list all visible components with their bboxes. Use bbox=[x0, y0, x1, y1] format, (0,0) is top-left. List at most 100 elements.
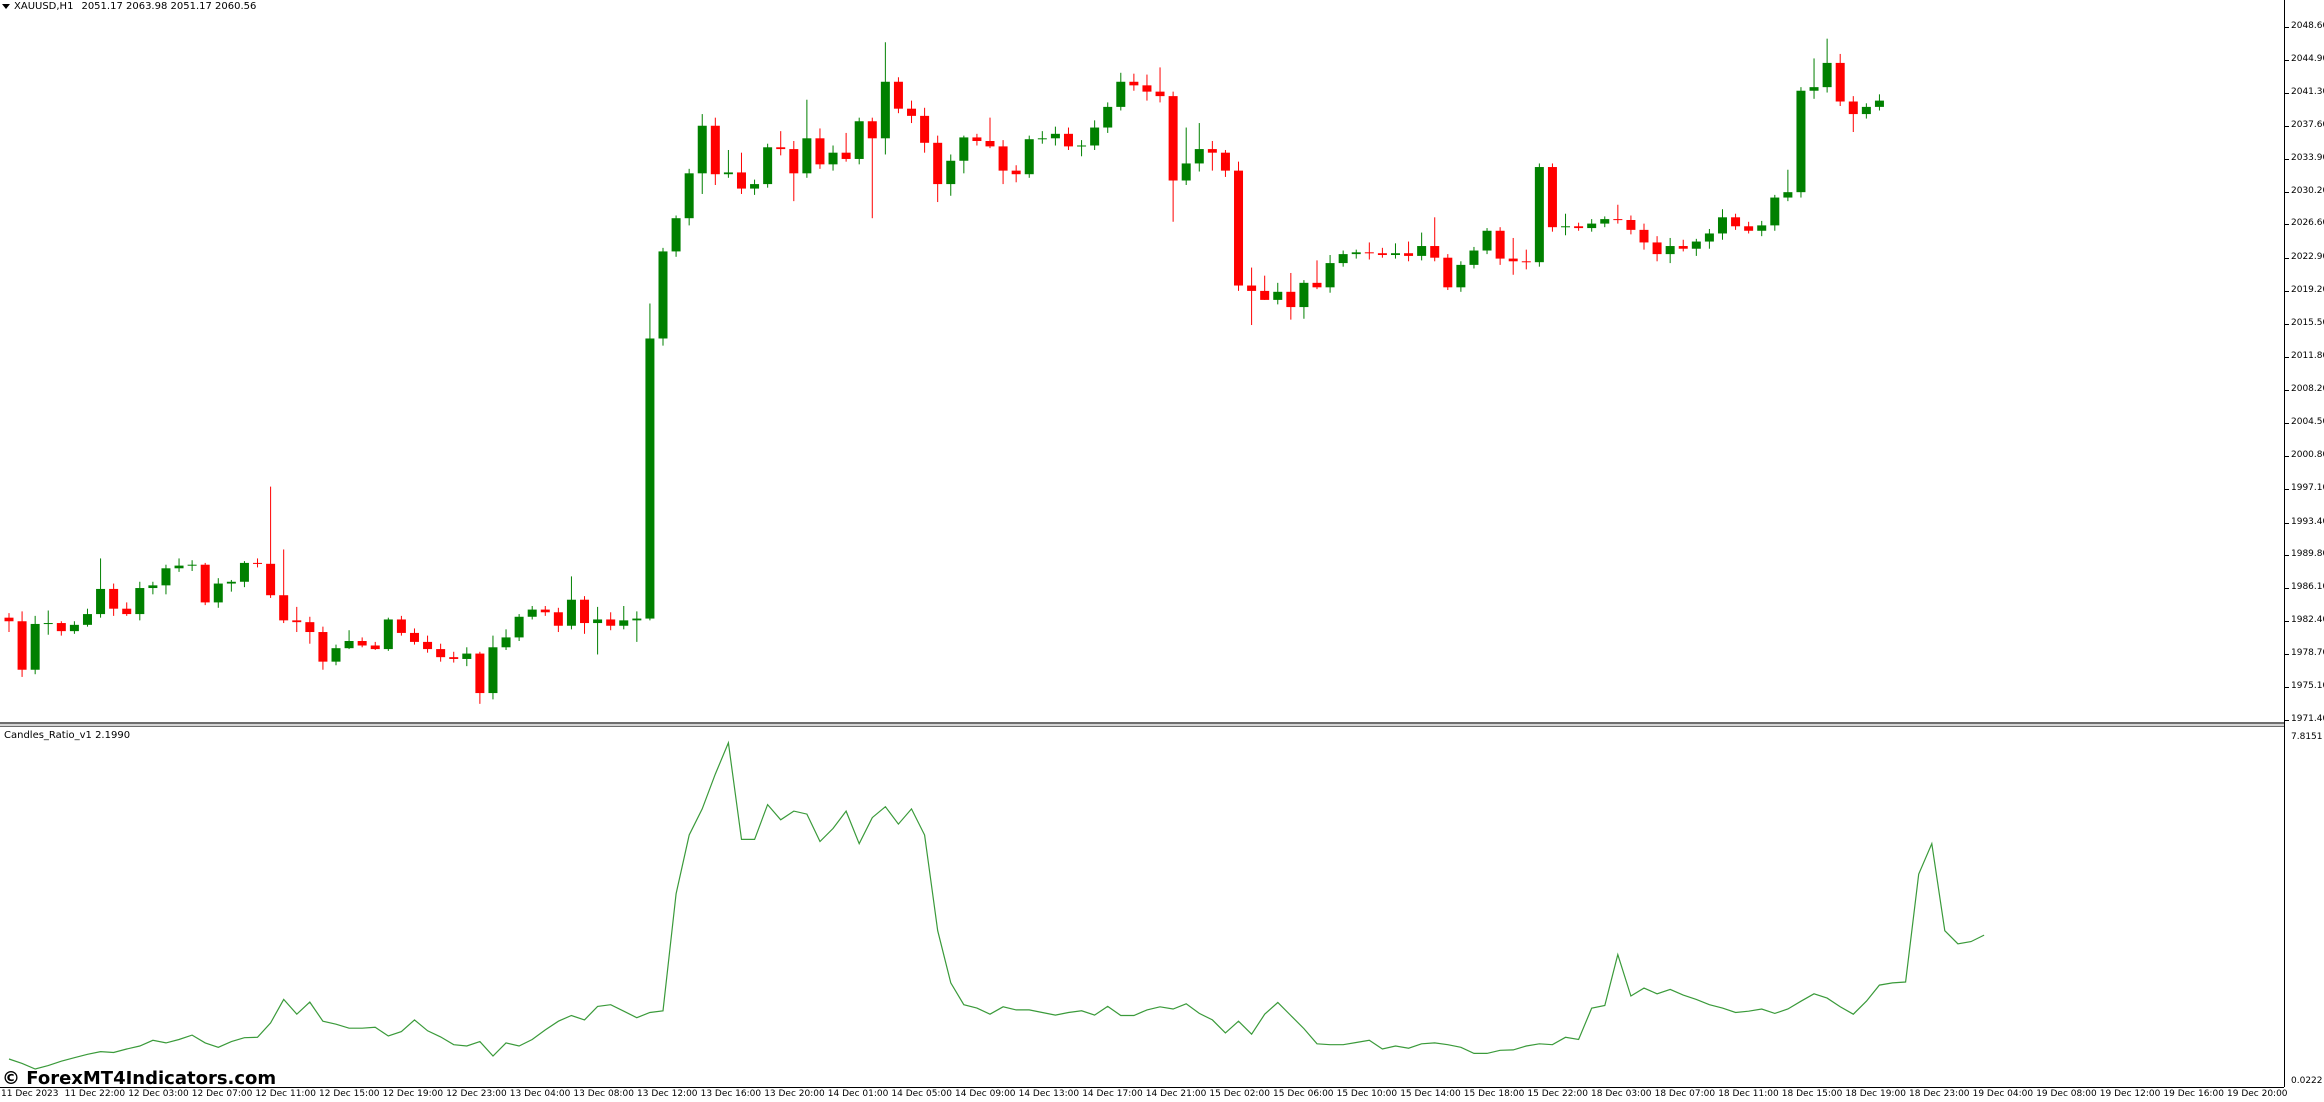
bull-candle bbox=[880, 42, 890, 155]
price-tick bbox=[2285, 621, 2289, 623]
bear-candle bbox=[1234, 161, 1244, 291]
bull-candle bbox=[1417, 232, 1427, 261]
candle-body bbox=[1299, 282, 1309, 308]
candle-body bbox=[1587, 223, 1597, 229]
indicator-chart-area[interactable] bbox=[0, 727, 2284, 1087]
candle-body bbox=[1390, 253, 1400, 256]
time-tick-label: 18 Dec 07:00 bbox=[1654, 1089, 1716, 1099]
bear-candle bbox=[1260, 275, 1270, 300]
price-tick-label: 1986.10 bbox=[2291, 582, 2324, 593]
candle-body bbox=[43, 623, 53, 625]
candle-body bbox=[1417, 246, 1427, 256]
candle-body bbox=[1063, 133, 1073, 147]
candle-body bbox=[867, 121, 877, 139]
candlestick-chart[interactable] bbox=[0, 0, 2284, 722]
bear-candle bbox=[1508, 237, 1518, 275]
bear-candle bbox=[1835, 53, 1845, 106]
price-axis[interactable] bbox=[2284, 0, 2324, 1087]
bear-candle bbox=[985, 117, 995, 149]
candle-body bbox=[1011, 170, 1021, 175]
bull-candle bbox=[1469, 246, 1479, 269]
symbol-header[interactable]: XAUUSD,H1 2051.17 2063.98 2051.17 2060.56 bbox=[2, 1, 264, 12]
price-tick-label: 1975.10 bbox=[2291, 680, 2324, 691]
price-tick bbox=[2285, 158, 2289, 160]
bull-candle bbox=[1116, 72, 1126, 111]
bear-candle bbox=[933, 135, 943, 203]
time-tick-label: 15 Dec 22:00 bbox=[1527, 1089, 1588, 1099]
price-tick bbox=[2285, 27, 2289, 28]
price-tick bbox=[2285, 290, 2289, 292]
bull-candle bbox=[462, 647, 472, 667]
candle-body bbox=[880, 81, 890, 139]
candle-body bbox=[1574, 226, 1584, 229]
time-tick-label: 14 Dec 05:00 bbox=[891, 1089, 952, 1099]
price-tick bbox=[2285, 588, 2289, 590]
bear-candle bbox=[1626, 215, 1636, 235]
bull-candle bbox=[226, 579, 236, 592]
bull-candle bbox=[1770, 194, 1780, 231]
candle-body bbox=[893, 81, 903, 109]
bull-candle bbox=[1037, 131, 1047, 144]
candle-body bbox=[580, 599, 590, 624]
bear-candle bbox=[776, 131, 786, 156]
bull-candle bbox=[632, 611, 642, 642]
price-tick-label: 1997.10 bbox=[2291, 483, 2324, 494]
time-tick-label: 13 Dec 08:00 bbox=[573, 1089, 634, 1099]
price-chart-area[interactable] bbox=[0, 0, 2284, 722]
candle-body bbox=[1796, 90, 1806, 193]
bull-candle bbox=[1665, 237, 1675, 264]
time-tick-label: 19 Dec 12:00 bbox=[2099, 1089, 2161, 1099]
bear-candle bbox=[436, 643, 446, 662]
bull-candle bbox=[697, 114, 707, 194]
candle-body bbox=[736, 172, 746, 189]
candle-body bbox=[1273, 291, 1283, 300]
bear-candle bbox=[710, 117, 720, 185]
time-tick-label: 12 Dec 07:00 bbox=[191, 1089, 253, 1099]
candle-body bbox=[553, 612, 563, 626]
candle-body bbox=[1639, 229, 1649, 243]
time-tick-label: 12 Dec 23:00 bbox=[446, 1089, 507, 1099]
candle-body bbox=[1652, 242, 1662, 255]
candle-body bbox=[1364, 252, 1374, 254]
bull-candle bbox=[1809, 58, 1819, 99]
candle-body bbox=[1194, 149, 1204, 164]
bull-candle bbox=[187, 560, 197, 571]
bull-candle bbox=[645, 303, 655, 621]
price-tick bbox=[2285, 422, 2289, 424]
time-tick-label: 19 Dec 20:00 bbox=[2227, 1089, 2288, 1099]
candle-body bbox=[279, 595, 289, 621]
candle-body bbox=[161, 568, 171, 586]
bear-candle bbox=[1521, 249, 1531, 270]
candle-body bbox=[972, 137, 982, 142]
candle-body bbox=[1456, 264, 1466, 288]
bull-candle bbox=[174, 558, 184, 572]
candles-ratio-chart[interactable] bbox=[0, 727, 2284, 1087]
price-tick bbox=[2285, 456, 2289, 458]
time-tick-label: 15 Dec 18:00 bbox=[1463, 1089, 1525, 1099]
triangle-down-icon[interactable] bbox=[2, 3, 10, 9]
bear-candle bbox=[266, 486, 276, 598]
price-tick-label: 2041.30 bbox=[2291, 86, 2324, 97]
watermark-text: © ForexMT4Indicators.com bbox=[2, 1068, 277, 1089]
time-tick-label: 15 Dec 14:00 bbox=[1400, 1089, 1461, 1099]
bull-candle bbox=[69, 621, 79, 634]
bear-candle bbox=[815, 128, 825, 169]
subwindow-splitter[interactable] bbox=[0, 722, 2284, 727]
bull-candle bbox=[213, 578, 223, 608]
candle-body bbox=[684, 173, 694, 219]
candle-body bbox=[1325, 263, 1335, 288]
bear-candle bbox=[789, 141, 799, 202]
bear-candle bbox=[17, 611, 27, 677]
time-axis[interactable] bbox=[0, 1087, 2284, 1102]
candle-body bbox=[213, 583, 223, 603]
candle-body bbox=[907, 108, 917, 116]
candle-body bbox=[828, 152, 838, 165]
bear-candle bbox=[907, 100, 917, 124]
candle-body bbox=[1050, 133, 1060, 139]
bear-candle bbox=[1430, 217, 1440, 262]
time-tick-label: 18 Dec 11:00 bbox=[1718, 1089, 1779, 1099]
indicator-min-label: 0.0222 bbox=[2291, 1076, 2323, 1086]
candle-body bbox=[985, 141, 995, 147]
price-tick bbox=[2285, 489, 2289, 491]
